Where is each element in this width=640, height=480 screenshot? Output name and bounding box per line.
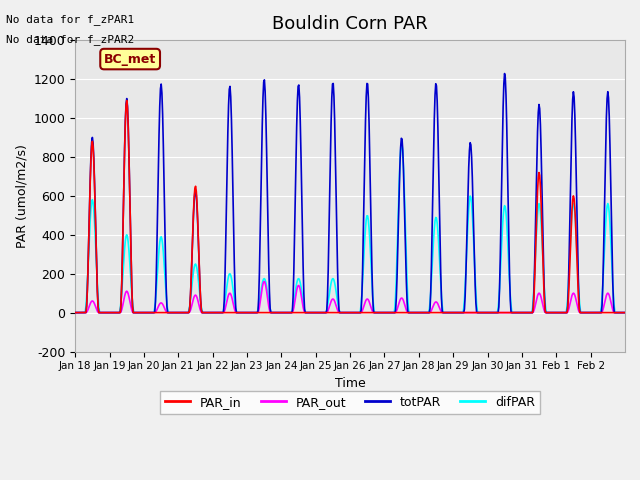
Legend: PAR_in, PAR_out, totPAR, difPAR: PAR_in, PAR_out, totPAR, difPAR xyxy=(160,391,540,414)
Text: No data for f_zPAR2: No data for f_zPAR2 xyxy=(6,34,134,45)
X-axis label: Time: Time xyxy=(335,377,365,390)
Y-axis label: PAR (umol/m2/s): PAR (umol/m2/s) xyxy=(15,144,28,248)
Text: No data for f_zPAR1: No data for f_zPAR1 xyxy=(6,14,134,25)
Text: BC_met: BC_met xyxy=(104,53,156,66)
Title: Bouldin Corn PAR: Bouldin Corn PAR xyxy=(272,15,428,33)
